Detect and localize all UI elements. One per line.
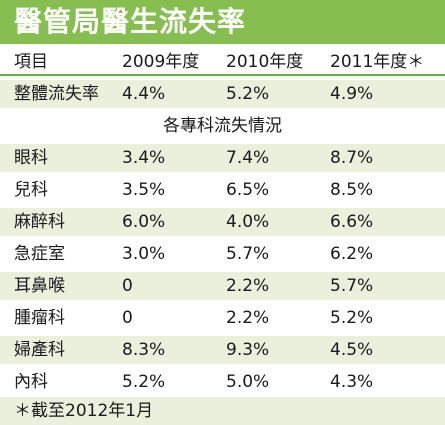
- specialty-name: 婦產科: [14, 340, 65, 360]
- value-2010: 5.7%: [226, 244, 270, 264]
- value-2011: 4.3%: [330, 372, 374, 392]
- title-bar: 醫管局醫生流失率: [0, 0, 445, 44]
- table-row: 內科 5.2% 5.0% 4.3%: [0, 368, 445, 396]
- table-row: 耳鼻喉 0 2.2% 5.7%: [0, 272, 445, 300]
- overall-2010: 5.2%: [226, 84, 270, 104]
- header-2010: 2010年度: [226, 52, 304, 72]
- value-2010: 9.3%: [226, 340, 270, 360]
- section-label: 各專科流失情況: [163, 116, 282, 136]
- value-2010: 7.4%: [226, 148, 270, 168]
- value-2009: 3.4%: [122, 148, 166, 168]
- overall-row: 整體流失率 4.4% 5.2% 4.9%: [0, 80, 445, 108]
- value-2010: 4.0%: [226, 212, 270, 232]
- header-2011: 2011年度＊: [330, 52, 425, 72]
- specialty-name: 內科: [14, 372, 48, 392]
- value-2009: 6.0%: [122, 212, 166, 232]
- value-2011: 4.5%: [330, 340, 374, 360]
- value-2010: 5.0%: [226, 372, 270, 392]
- value-2011: 8.7%: [330, 148, 374, 168]
- specialty-name: 急症室: [14, 244, 65, 264]
- footnote-row: ＊截至2012年1月: [0, 397, 445, 425]
- table-title: 醫管局醫生流失率: [14, 5, 247, 38]
- footnote: ＊截至2012年1月: [14, 401, 154, 421]
- value-2009: 0: [122, 276, 133, 296]
- value-2011: 5.7%: [330, 276, 374, 296]
- specialty-name: 兒科: [14, 180, 48, 200]
- specialty-name: 麻醉科: [14, 212, 65, 232]
- value-2009: 8.3%: [122, 340, 166, 360]
- value-2011: 5.2%: [330, 308, 374, 328]
- specialty-name: 耳鼻喉: [14, 276, 65, 296]
- table-row: 腫瘤科 0 2.2% 5.2%: [0, 304, 445, 332]
- value-2009: 0: [122, 308, 133, 328]
- value-2010: 2.2%: [226, 308, 270, 328]
- header-item: 項目: [14, 52, 48, 72]
- specialty-name: 眼科: [14, 148, 48, 168]
- header-2009: 2009年度: [122, 52, 200, 72]
- overall-2009: 4.4%: [122, 84, 166, 104]
- table-row: 兒科 3.5% 6.5% 8.5%: [0, 176, 445, 204]
- table-row: 眼科 3.4% 7.4% 8.7%: [0, 144, 445, 172]
- overall-label: 整體流失率: [14, 84, 99, 104]
- value-2009: 3.5%: [122, 180, 166, 200]
- overall-2011: 4.9%: [330, 84, 374, 104]
- section-row: 各專科流失情況: [0, 112, 445, 140]
- header-row: 項目 2009年度 2010年度 2011年度＊: [0, 48, 445, 76]
- value-2011: 8.5%: [330, 180, 374, 200]
- value-2009: 3.0%: [122, 244, 166, 264]
- value-2011: 6.6%: [330, 212, 374, 232]
- value-2010: 6.5%: [226, 180, 270, 200]
- value-2011: 6.2%: [330, 244, 374, 264]
- value-2010: 2.2%: [226, 276, 270, 296]
- table-row: 婦產科 8.3% 9.3% 4.5%: [0, 336, 445, 364]
- table-row: 麻醉科 6.0% 4.0% 6.6%: [0, 208, 445, 236]
- table-row: 急症室 3.0% 5.7% 6.2%: [0, 240, 445, 268]
- specialty-name: 腫瘤科: [14, 308, 65, 328]
- value-2009: 5.2%: [122, 372, 166, 392]
